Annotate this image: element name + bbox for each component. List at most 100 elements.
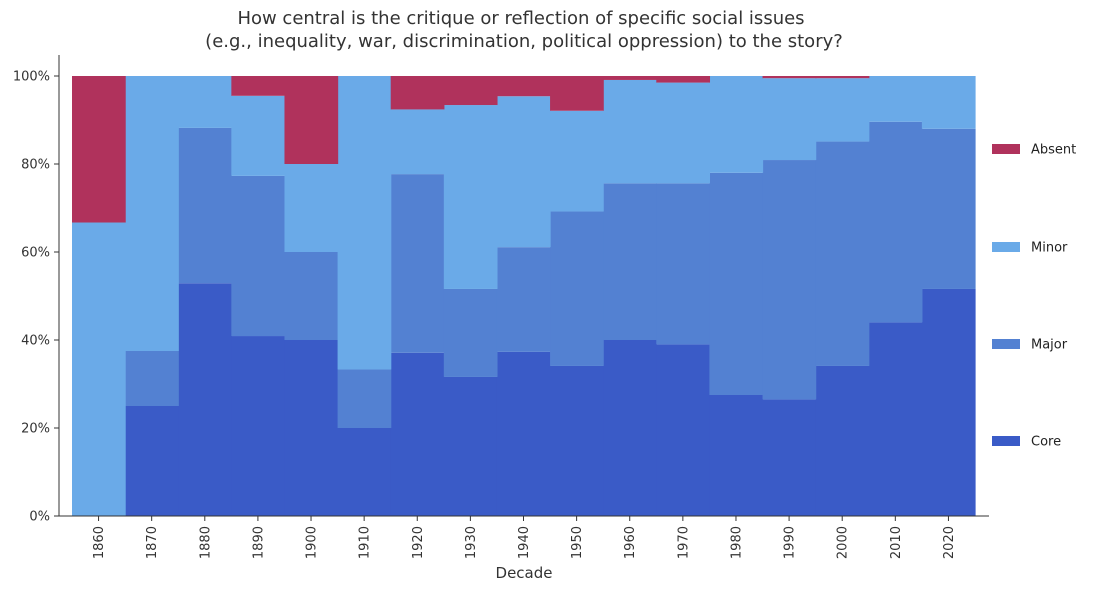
- area-segment-absent-2000: [815, 76, 870, 79]
- legend-label: Core: [1031, 435, 1061, 450]
- area-segment-minor-1970: [656, 82, 711, 184]
- x-tick-label: 1970: [676, 526, 691, 559]
- x-tick-label: 2000: [836, 526, 851, 559]
- area-segment-major-1970: [656, 183, 711, 345]
- y-tick-label: 100%: [13, 70, 50, 85]
- area-segment-core-1870: [125, 406, 179, 516]
- legend-item-core: Core: [992, 435, 1061, 450]
- area-segment-minor-1880: [178, 76, 232, 128]
- area-segment-minor-1980: [709, 76, 764, 173]
- area-segment-absent-1970: [656, 76, 711, 83]
- area-segment-absent-1930: [443, 76, 498, 106]
- legend-swatch: [992, 339, 1020, 349]
- x-tick-label: 1990: [783, 526, 798, 559]
- y-tick-label: 20%: [21, 422, 50, 437]
- area-segment-minor-1960: [603, 79, 657, 184]
- area-segment-minor-1990: [762, 78, 817, 161]
- x-tick-label: 1920: [411, 526, 426, 559]
- area-segment-major-1880: [178, 127, 232, 284]
- area-segment-absent-1890: [231, 76, 286, 96]
- area-segment-major-2020: [921, 128, 976, 289]
- x-tick-label: 1890: [251, 526, 266, 559]
- chart-title-line-1: How central is the critique or reflectio…: [237, 8, 804, 29]
- legend-item-absent: Absent: [992, 143, 1076, 158]
- area-segment-major-1870: [125, 351, 179, 406]
- area-segment-major-1910: [337, 369, 392, 428]
- area-segment-absent-1940: [496, 76, 551, 97]
- x-tick-label: 1940: [517, 526, 532, 559]
- area-segment-core-1890: [231, 336, 286, 516]
- y-tick-label: 60%: [21, 246, 50, 261]
- area-segment-minor-1870: [125, 76, 179, 351]
- x-tick-label: 1880: [198, 526, 213, 559]
- area-segment-major-1940: [496, 247, 551, 352]
- area-segment-major-2010: [868, 121, 923, 323]
- x-tick-label: 1980: [729, 526, 744, 559]
- area-segment-core-1920: [390, 352, 445, 516]
- area-segment-minor-2010: [868, 76, 923, 122]
- legend-item-minor: Minor: [992, 241, 1068, 256]
- x-tick-label: 1930: [464, 526, 479, 559]
- area-segment-core-1950: [550, 365, 604, 516]
- area-segment-minor-2000: [815, 78, 870, 142]
- y-tick-label: 40%: [21, 334, 50, 349]
- series-major: [125, 121, 976, 428]
- area-segment-absent-1960: [603, 76, 657, 80]
- area-segment-major-1920: [390, 174, 445, 353]
- chart-title-line-2: (e.g., inequality, war, discrimination, …: [205, 31, 843, 52]
- area-segment-core-2000: [815, 365, 870, 516]
- x-tick-label: 1960: [623, 526, 638, 559]
- legend-swatch: [992, 436, 1020, 446]
- area-segment-absent-1920: [390, 76, 445, 110]
- area-segment-major-1890: [231, 175, 286, 337]
- area-segment-core-1980: [709, 395, 764, 516]
- x-tick-label: 2010: [889, 526, 904, 559]
- area-segment-absent-1990: [762, 76, 817, 79]
- area-segment-major-1980: [709, 172, 764, 395]
- x-ticks: 1860 1870 1880 1890 1900 1910 1920 1930 1940 1950…: [92, 516, 957, 559]
- area-segment-core-1900: [284, 340, 339, 516]
- x-tick-label: 1870: [145, 526, 160, 559]
- area-segment-minor-1930: [443, 105, 498, 289]
- area-segment-core-2020: [921, 288, 976, 516]
- x-tick-label: 1860: [92, 526, 107, 559]
- x-axis-label: Decade: [496, 564, 553, 582]
- x-tick-label: 1900: [305, 526, 320, 559]
- legend-label: Absent: [1031, 143, 1076, 158]
- area-segment-core-1990: [762, 399, 817, 516]
- area-segment-core-1960: [603, 340, 657, 516]
- legend-label: Major: [1031, 338, 1068, 353]
- area-segment-minor-1910: [337, 76, 392, 370]
- area-segment-major-1930: [443, 288, 498, 377]
- y-tick-label: 80%: [21, 158, 50, 173]
- plot-areas: [72, 76, 976, 516]
- area-segment-core-1930: [443, 376, 498, 516]
- area-segment-minor-2020: [921, 76, 976, 129]
- area-segment-minor-1920: [390, 109, 445, 175]
- legend-swatch: [992, 144, 1020, 154]
- area-segment-major-1950: [550, 211, 604, 366]
- area-segment-core-1970: [656, 344, 711, 516]
- area-segment-major-1990: [762, 160, 817, 400]
- area-segment-minor-1950: [550, 110, 604, 212]
- area-segment-core-2010: [868, 322, 923, 516]
- x-tick-label: 1910: [358, 526, 373, 559]
- y-ticks: 0% 20% 40% 60% 80% 100%: [13, 70, 59, 525]
- area-segment-minor-1890: [231, 95, 286, 176]
- legend-swatch: [992, 242, 1020, 252]
- area-segment-core-1910: [337, 428, 392, 516]
- series-core: [125, 283, 976, 516]
- area-segment-major-2000: [815, 141, 870, 366]
- area-segment-major-1960: [603, 183, 657, 340]
- series-absent: [72, 76, 870, 223]
- series-minor: [72, 76, 976, 516]
- area-segment-absent-1860: [72, 76, 126, 223]
- x-tick-label: 2020: [942, 526, 957, 559]
- chart-title: How central is the critique or reflectio…: [205, 8, 843, 52]
- area-segment-absent-1900: [284, 76, 339, 164]
- area-segment-absent-1950: [550, 76, 604, 111]
- legend: Absent Minor Major Core: [992, 143, 1076, 450]
- area-segment-major-1900: [284, 252, 339, 340]
- area-segment-minor-1940: [496, 96, 551, 248]
